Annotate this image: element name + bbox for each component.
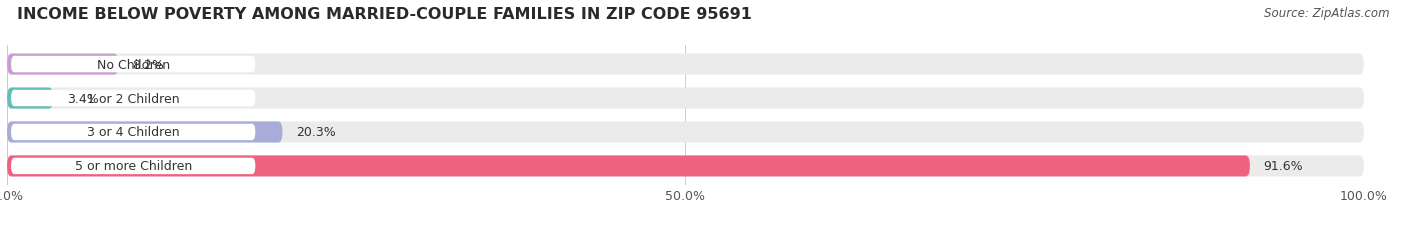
FancyBboxPatch shape: [11, 124, 256, 141]
Text: 3.4%: 3.4%: [66, 92, 98, 105]
FancyBboxPatch shape: [11, 90, 256, 107]
Text: 8.2%: 8.2%: [132, 58, 163, 71]
Text: Source: ZipAtlas.com: Source: ZipAtlas.com: [1264, 7, 1389, 20]
Text: 1 or 2 Children: 1 or 2 Children: [87, 92, 180, 105]
Text: 20.3%: 20.3%: [297, 126, 336, 139]
Text: 3 or 4 Children: 3 or 4 Children: [87, 126, 180, 139]
FancyBboxPatch shape: [7, 156, 1364, 177]
Text: 5 or more Children: 5 or more Children: [75, 160, 191, 173]
FancyBboxPatch shape: [7, 54, 1364, 75]
FancyBboxPatch shape: [7, 156, 1250, 177]
FancyBboxPatch shape: [7, 54, 118, 75]
FancyBboxPatch shape: [11, 57, 256, 73]
Text: No Children: No Children: [97, 58, 170, 71]
Text: 91.6%: 91.6%: [1264, 160, 1303, 173]
FancyBboxPatch shape: [7, 88, 53, 109]
FancyBboxPatch shape: [11, 158, 256, 174]
FancyBboxPatch shape: [7, 88, 1364, 109]
FancyBboxPatch shape: [7, 122, 1364, 143]
Text: INCOME BELOW POVERTY AMONG MARRIED-COUPLE FAMILIES IN ZIP CODE 95691: INCOME BELOW POVERTY AMONG MARRIED-COUPL…: [17, 7, 752, 22]
FancyBboxPatch shape: [7, 122, 283, 143]
